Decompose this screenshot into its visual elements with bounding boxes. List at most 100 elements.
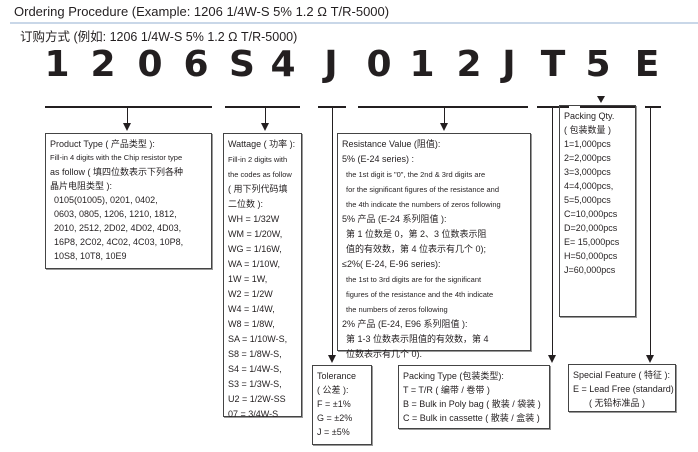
resistance-line: 第 1 位数是 0，第 2、3 位数表示阻 bbox=[346, 229, 487, 239]
packing-qty-line: 3=3,000pcs bbox=[564, 167, 611, 177]
underline-tolerance bbox=[318, 106, 346, 108]
packing-qty-line: E= 15,000pcs bbox=[564, 237, 620, 247]
resistance-line: figures of the resistance and the 4th in… bbox=[346, 290, 494, 299]
packing-qty-box: Packing Qty. ( 包装数量 ) 1=1,000pcs 2=2,000p… bbox=[559, 105, 636, 317]
wattage-line: W4 = 1/4W, bbox=[228, 304, 275, 314]
packing-type-line: B = Bulk in Poly bag ( 散装 / 袋装 ) bbox=[403, 399, 541, 409]
page-title: Ordering Procedure (Example: 1206 1/4W-S… bbox=[14, 4, 390, 19]
product-type-line: 2010, 2512, 2D02, 4D02, 4D03, bbox=[54, 223, 182, 233]
packing-qty-line: 2=2,000pcs bbox=[564, 153, 611, 163]
code-char: 2 bbox=[456, 44, 482, 85]
arrow-down-icon bbox=[597, 96, 605, 103]
special-feature-box: Special Feature ( 特征 ): E = Lead Free (s… bbox=[568, 364, 676, 412]
arrow-down-icon bbox=[328, 355, 336, 363]
underline-resistance bbox=[358, 106, 528, 108]
page-title-cn: 订购方式 (例如: 1206 1/4W-S 5% 1.2 Ω T/R-5000) bbox=[20, 30, 298, 44]
packing-qty-line: 1=1,000pcs bbox=[564, 139, 611, 149]
product-type-line: Fill-in 4 digits with the Chip resistor … bbox=[50, 153, 183, 162]
code-char: 1 bbox=[44, 44, 70, 85]
tolerance-line: J = ±5% bbox=[317, 427, 350, 437]
tolerance-sub: ( 公差 ): bbox=[317, 385, 349, 395]
packing-type-line: T = T/R ( 编带 / 卷带 ) bbox=[403, 385, 490, 395]
code-char: 2 bbox=[90, 44, 116, 85]
resistance-line: 第 1-3 位数表示阻值的有效数，第 4 bbox=[346, 334, 489, 344]
wattage-box: Wattage ( 功率 ): Fill-in 2 digits with the… bbox=[223, 133, 302, 419]
wattage-line: 1W = 1W, bbox=[228, 274, 268, 284]
connector-line bbox=[265, 108, 266, 126]
tolerance-box: Tolerance ( 公差 ): F = ±1% G = ±2% J = ±5% bbox=[312, 365, 372, 445]
wattage-line: WH = 1/32W bbox=[228, 214, 280, 224]
wattage-line: Fill-in 2 digits with bbox=[228, 155, 288, 164]
underline-wattage bbox=[225, 106, 300, 108]
wattage-line: S3 = 1/3W-S, bbox=[228, 379, 282, 389]
wattage-line: WA = 1/10W, bbox=[228, 259, 280, 269]
code-char: T bbox=[540, 44, 566, 85]
wattage-line: 二位数 ): bbox=[228, 199, 263, 209]
underline-packing-type bbox=[537, 106, 569, 108]
resistance-line: for the significant figures of the resis… bbox=[346, 185, 500, 194]
packing-qty-line: D=20,000pcs bbox=[564, 223, 618, 233]
resistance-line: the 1st to 3rd digits are for the signif… bbox=[346, 275, 482, 284]
wattage-line: WG = 1/16W, bbox=[228, 244, 282, 254]
wattage-line: S4 = 1/4W-S, bbox=[228, 364, 282, 374]
packing-qty-line: H=50,000pcs bbox=[564, 251, 618, 261]
product-type-line: 10S8, 10T8, 10E9 bbox=[54, 251, 127, 261]
connector-line bbox=[444, 108, 445, 126]
resistance-line: the numbers of zeros following bbox=[346, 305, 448, 314]
packing-type-box: Packing Type (包装类型): T = T/R ( 编带 / 卷带 )… bbox=[398, 365, 550, 429]
arrow-down-icon bbox=[548, 355, 556, 363]
code-char: 1 bbox=[409, 44, 435, 85]
packing-qty-line: 5=5,000pcs bbox=[564, 195, 611, 205]
title-divider bbox=[10, 22, 698, 24]
arrow-down-icon bbox=[646, 355, 654, 363]
special-line: E = Lead Free (standard) bbox=[573, 384, 674, 394]
resistance-heading: Resistance Value (阻值): bbox=[342, 139, 441, 149]
resistance-line: 5% 产品 (E-24 系列阻值 ): bbox=[342, 214, 447, 224]
connector-line bbox=[127, 108, 128, 126]
packing-qty-line: C=10,000pcs bbox=[564, 209, 618, 219]
wattage-line: 07 = 3/4W-S bbox=[228, 409, 279, 419]
wattage-line: SA = 1/10W-S, bbox=[228, 334, 288, 344]
resistance-line: 5% (E-24 series) : bbox=[342, 154, 415, 164]
underline-special bbox=[645, 106, 661, 108]
tolerance-line: F = ±1% bbox=[317, 399, 351, 409]
underline-packing-qty bbox=[580, 106, 637, 108]
packing-qty-sub: ( 包装数量 ) bbox=[564, 125, 611, 135]
product-type-line: 0603, 0805, 1206, 1210, 1812, bbox=[54, 209, 177, 219]
code-char: 5 bbox=[585, 44, 611, 85]
special-line: ( 无铅标准品 ) bbox=[589, 398, 645, 408]
resistance-line: the 4th indicate the numbers of zeros fo… bbox=[346, 200, 501, 209]
packing-type-line: C = Bulk in cassette ( 散装 / 盒装 ) bbox=[403, 413, 540, 423]
connector-line bbox=[650, 108, 651, 358]
special-feature-heading: Special Feature ( 特征 ): bbox=[573, 370, 671, 380]
code-char: J bbox=[324, 44, 338, 85]
wattage-line: U2 = 1/2W-SS bbox=[228, 394, 286, 404]
packing-type-heading: Packing Type (包装类型): bbox=[403, 371, 504, 381]
code-char: J bbox=[502, 44, 516, 85]
tolerance-heading: Tolerance bbox=[317, 371, 357, 381]
code-char: 0 bbox=[366, 44, 392, 85]
arrow-down-icon bbox=[123, 123, 131, 131]
wattage-line: S8 = 1/8W-S, bbox=[228, 349, 282, 359]
product-type-line: 晶片电阻类型 ): bbox=[50, 181, 112, 191]
product-type-heading: Product Type ( 产品类型 ): bbox=[50, 139, 155, 149]
product-type-line: as follow ( 填四位数表示下列各种 bbox=[50, 167, 184, 177]
tolerance-line: G = ±2% bbox=[317, 413, 353, 423]
wattage-line: ( 用下列代码填 bbox=[228, 184, 288, 194]
connector-line bbox=[332, 108, 333, 358]
resistance-line: ≤2%( E-24, E-96 series): bbox=[342, 259, 441, 269]
wattage-line: the codes as follow bbox=[228, 170, 292, 179]
arrow-down-icon bbox=[440, 123, 448, 131]
resistance-line: 2% 产品 (E-24, E96 系列阻值 ): bbox=[342, 319, 468, 329]
product-type-line: 0105(01005), 0201, 0402, bbox=[54, 195, 158, 205]
wattage-line: W8 = 1/8W, bbox=[228, 319, 275, 329]
underline-product-type bbox=[45, 106, 212, 108]
product-type-line: 16P8, 2C02, 4C02, 4C03, 10P8, bbox=[54, 237, 184, 247]
code-char: S bbox=[229, 44, 255, 85]
resistance-line: 位数表示有几个 0). bbox=[346, 349, 423, 359]
packing-qty-line: J=60,000pcs bbox=[564, 265, 616, 275]
code-char: 6 bbox=[183, 44, 209, 85]
code-char: 0 bbox=[137, 44, 163, 85]
arrow-down-icon bbox=[261, 123, 269, 131]
